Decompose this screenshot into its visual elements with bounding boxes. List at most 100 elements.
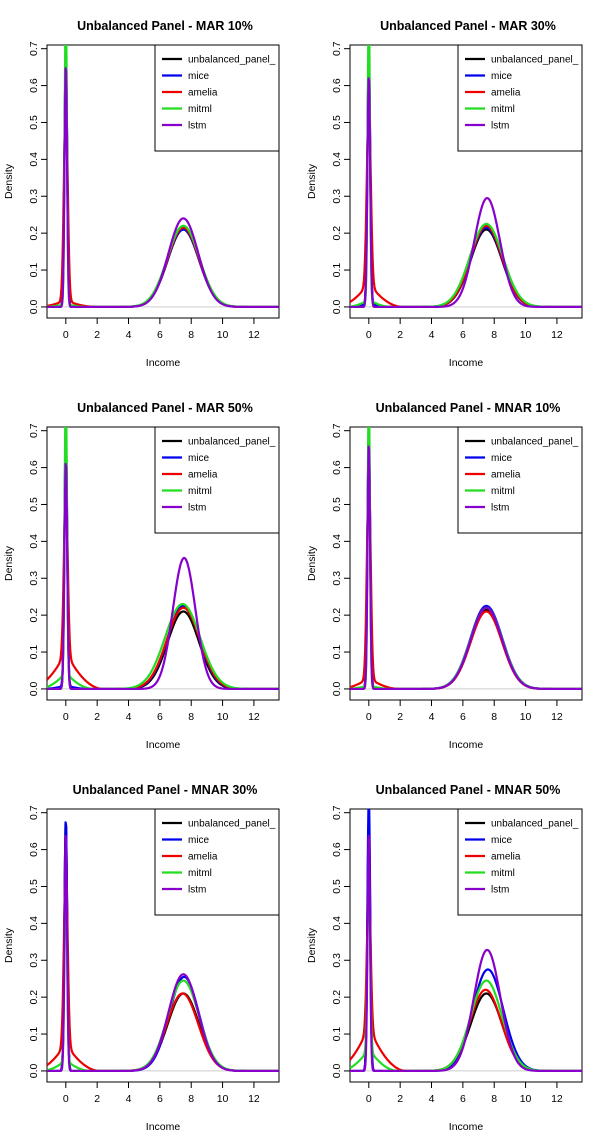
y-tick-label: 0.6 [28,842,40,857]
y-tick-label: 0.0 [331,681,343,696]
legend-label: unbalanced_panel_ [491,55,579,66]
legend-label: mice [188,835,210,846]
series-line [350,445,582,691]
y-axis-label: Density [306,545,318,581]
y-tick-label: 0.7 [28,805,40,820]
legend-box [154,808,280,916]
legend-label: amelia [491,470,521,481]
legend-label: lstm [491,121,509,132]
y-tick-label: 0.7 [331,805,343,820]
series-group [47,427,279,691]
x-tick-label: 12 [551,329,563,341]
legend-box [154,44,280,152]
x-tick-label: 0 [63,329,69,341]
y-tick-label: 0.2 [331,990,343,1005]
x-tick-label: 0 [366,1093,372,1105]
y-tick-label: 0.0 [331,299,343,314]
legend-label: mitml [188,486,212,497]
y-tick-label: 0.5 [28,115,40,130]
density-panel: Unbalanced Panel - MNAR 30% 0 2 4 6 8 10 12 Inco… [3,783,280,1133]
x-tick-label: 10 [217,1093,229,1105]
x-tick-label: 10 [520,329,532,341]
x-tick-label: 8 [491,1093,497,1105]
y-tick-label: 0.2 [331,226,343,241]
y-tick-label: 0.2 [28,226,40,241]
series-group [350,45,582,309]
x-tick-label: 2 [397,711,403,723]
legend-label: mitml [188,104,212,115]
density-panel: Unbalanced Panel - MAR 30% 0 2 4 6 8 10 12 Incom… [306,19,583,369]
legend-label: lstm [188,121,206,132]
y-tick-label: 0.7 [28,423,40,438]
x-tick-label: 6 [460,329,466,341]
legend-label: lstm [491,503,509,514]
y-tick-label: 0.5 [331,879,343,894]
y-tick-label: 0.1 [331,263,343,278]
y-tick-label: 0.7 [28,41,40,56]
x-tick-label: 4 [126,711,132,723]
y-tick-label: 0.4 [28,534,40,549]
x-tick-label: 8 [491,711,497,723]
legend-label: mitml [491,104,515,115]
legend-label: mitml [188,868,212,879]
series-line [350,887,582,1073]
x-tick-label: 0 [63,1093,69,1105]
y-tick-label: 0.5 [28,879,40,894]
x-axis-label: Income [146,357,181,369]
panel-title: Unbalanced Panel - MAR 50% [77,401,253,415]
x-tick-label: 12 [551,1093,563,1105]
y-tick-label: 0.0 [28,1063,40,1078]
panel-title: Unbalanced Panel - MNAR 50% [376,783,561,797]
y-tick-label: 0.2 [331,608,343,623]
x-axis-label: Income [146,1121,181,1133]
series-group [47,45,279,309]
y-tick-label: 0.4 [28,916,40,931]
y-tick-label: 0.6 [28,78,40,93]
x-tick-label: 8 [491,329,497,341]
y-tick-label: 0.6 [331,842,343,857]
y-tick-label: 0.4 [331,152,343,167]
y-tick-label: 0.5 [331,115,343,130]
x-tick-label: 6 [157,711,163,723]
y-tick-label: 0.1 [28,645,40,660]
x-tick-label: 6 [460,711,466,723]
x-tick-label: 2 [397,1093,403,1105]
panel-title: Unbalanced Panel - MAR 30% [380,19,556,33]
x-tick-label: 12 [248,329,260,341]
density-panel: Unbalanced Panel - MAR 10% 0 2 4 6 8 10 12 Incom… [3,19,280,369]
legend-box [457,808,583,916]
y-tick-label: 0.2 [28,990,40,1005]
y-tick-label: 0.0 [28,299,40,314]
y-tick-label: 0.4 [331,916,343,931]
y-tick-label: 0.1 [331,645,343,660]
legend-label: mitml [491,486,515,497]
x-tick-label: 4 [429,1093,435,1105]
density-panel: Unbalanced Panel - MNAR 10% 0 2 4 6 8 10 12 Inco… [306,401,583,751]
legend-label: mice [188,453,210,464]
x-tick-label: 10 [520,1093,532,1105]
legend-box [154,426,280,534]
panel-title: Unbalanced Panel - MNAR 30% [73,783,258,797]
x-tick-label: 4 [429,329,435,341]
legend-label: lstm [188,885,206,896]
x-tick-label: 0 [366,329,372,341]
density-panel: Unbalanced Panel - MNAR 50% 0 2 4 6 8 10 12 Inco… [306,783,583,1133]
y-tick-label: 0.0 [331,1063,343,1078]
y-tick-label: 0.0 [28,681,40,696]
legend-label: unbalanced_panel_ [491,437,579,448]
x-tick-label: 12 [248,1093,260,1105]
y-tick-label: 0.5 [331,497,343,512]
legend-label: unbalanced_panel_ [491,819,579,830]
y-tick-label: 0.2 [28,608,40,623]
legend-label: amelia [188,470,218,481]
x-tick-label: 2 [94,1093,100,1105]
series-line [350,834,582,1073]
series-line [47,67,279,309]
y-tick-label: 0.1 [28,1027,40,1042]
x-axis-label: Income [146,739,181,751]
density-panel: Unbalanced Panel - MAR 50% 0 2 4 6 8 10 12 Incom… [3,401,280,751]
x-tick-label: 4 [126,1093,132,1105]
series-line [47,462,279,691]
series-group [47,821,279,1073]
y-tick-label: 0.1 [28,263,40,278]
